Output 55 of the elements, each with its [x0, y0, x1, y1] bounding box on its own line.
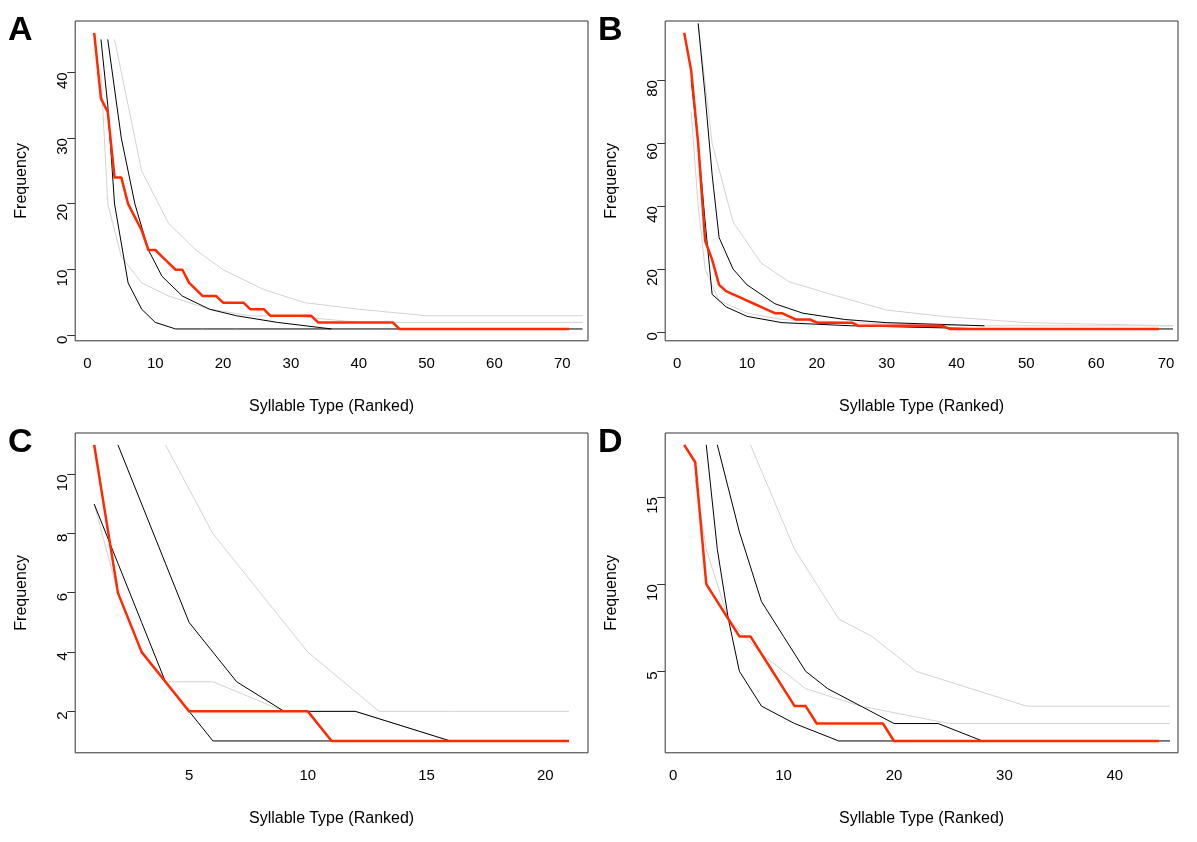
x-tick-label: 60 [1087, 353, 1105, 371]
chart-title: B [598, 8, 623, 47]
y-tick-label: 40 [53, 72, 71, 90]
y-tick-label: 0 [643, 332, 661, 341]
y-axis-title: Frequency [12, 555, 30, 631]
x-tick-label: 5 [184, 765, 194, 783]
chart-title: A [8, 8, 33, 47]
x-axis-title: Syllable Type (Ranked) [839, 808, 1005, 826]
y-tick-label: 60 [643, 143, 661, 160]
y-tick-label: 30 [53, 138, 71, 155]
x-tick-label: 70 [1157, 353, 1175, 371]
y-tick-label: 10 [643, 584, 661, 601]
chart-title: D [598, 420, 623, 459]
y-tick-label: 20 [643, 269, 661, 286]
x-tick-label: 10 [775, 765, 792, 783]
y-tick-label: 80 [643, 80, 661, 97]
y-tick-label: 15 [643, 497, 661, 514]
x-tick-label: 0 [668, 765, 678, 783]
x-tick-label: 10 [299, 765, 317, 783]
x-tick-label: 50 [1017, 353, 1035, 371]
x-tick-label: 30 [996, 765, 1013, 783]
y-tick-label: 8 [53, 533, 71, 543]
x-tick-label: 40 [350, 353, 368, 371]
x-tick-label: 40 [1106, 765, 1124, 783]
chart-title: C [8, 420, 33, 459]
y-tick-label: 5 [643, 671, 661, 680]
x-tick-label: 60 [486, 353, 503, 371]
x-axis-title: Syllable Type (Ranked) [249, 396, 415, 414]
x-tick-label: 50 [418, 353, 435, 371]
x-tick-label: 20 [214, 353, 232, 371]
x-tick-label: 30 [878, 353, 896, 371]
y-tick-label: 10 [53, 269, 71, 287]
x-tick-label: 30 [282, 353, 300, 371]
y-tick-label: 0 [53, 335, 71, 344]
y-tick-label: 6 [53, 592, 71, 602]
x-tick-label: 0 [673, 353, 682, 371]
x-tick-label: 40 [948, 353, 965, 371]
x-tick-label: 20 [536, 765, 554, 783]
x-tick-label: 20 [885, 765, 903, 783]
y-axis-title: Frequency [602, 143, 620, 219]
y-tick-label: 4 [53, 652, 71, 661]
y-axis-title: Frequency [602, 555, 620, 631]
x-tick-label: 70 [553, 353, 571, 371]
x-tick-label: 10 [146, 353, 164, 371]
x-tick-label: 0 [83, 353, 92, 371]
x-axis-title: Syllable Type (Ranked) [249, 808, 415, 826]
x-tick-label: 10 [738, 353, 756, 371]
y-axis-title: Frequency [12, 143, 30, 219]
x-tick-label: 15 [418, 765, 435, 783]
x-axis-title: Syllable Type (Ranked) [839, 396, 1005, 414]
y-tick-label: 20 [53, 203, 71, 221]
y-tick-label: 40 [643, 206, 661, 223]
y-tick-label: 10 [53, 474, 71, 492]
x-tick-label: 20 [808, 353, 826, 371]
y-tick-label: 2 [53, 711, 71, 720]
